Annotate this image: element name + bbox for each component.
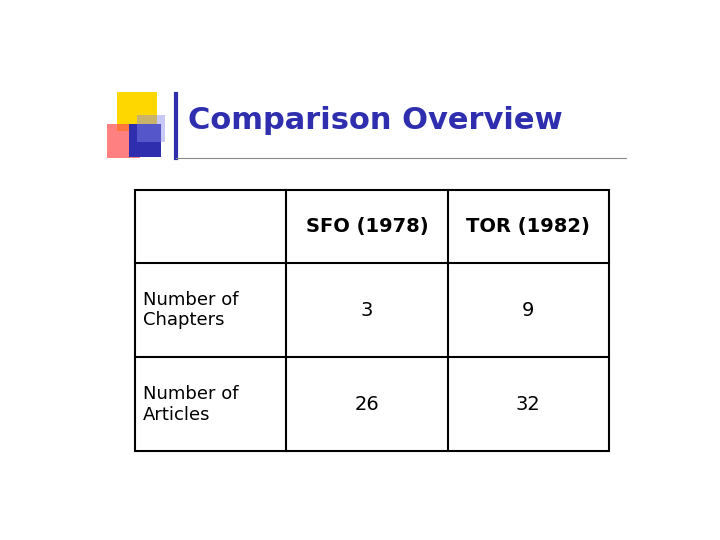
Text: TOR (1982): TOR (1982) bbox=[467, 217, 590, 236]
Bar bbox=[135, 190, 609, 451]
Text: 9: 9 bbox=[522, 301, 534, 320]
FancyBboxPatch shape bbox=[107, 124, 140, 158]
FancyBboxPatch shape bbox=[138, 114, 166, 141]
Text: SFO (1978): SFO (1978) bbox=[306, 217, 428, 236]
Text: 3: 3 bbox=[361, 301, 373, 320]
Text: Number of
Articles: Number of Articles bbox=[143, 385, 238, 424]
Text: 32: 32 bbox=[516, 395, 541, 414]
FancyBboxPatch shape bbox=[129, 124, 161, 157]
Text: Comparison Overview: Comparison Overview bbox=[188, 106, 562, 136]
Text: Number of
Chapters: Number of Chapters bbox=[143, 291, 238, 329]
Text: 26: 26 bbox=[355, 395, 379, 414]
FancyBboxPatch shape bbox=[117, 92, 157, 131]
